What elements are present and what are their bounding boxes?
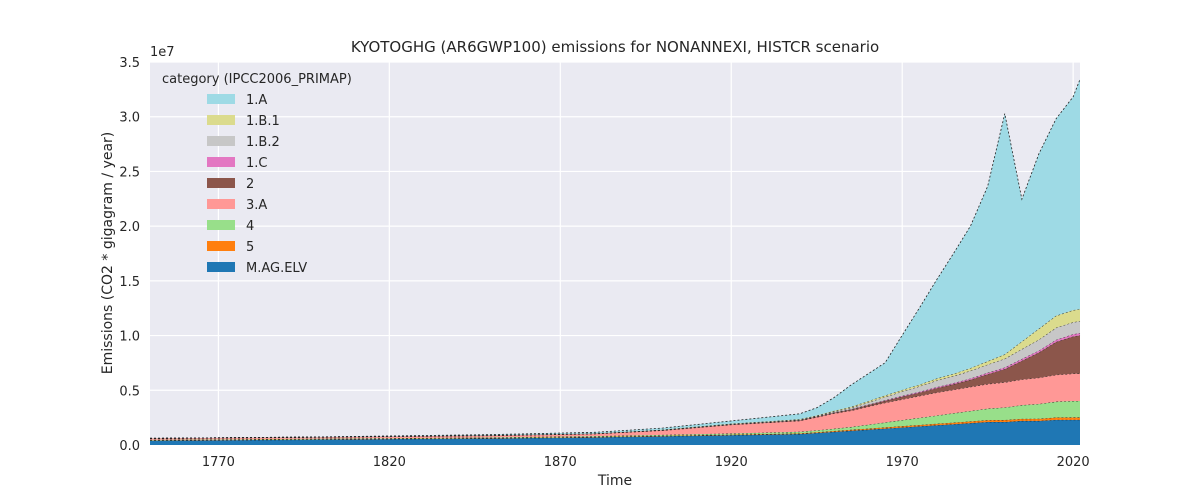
y-tick-label-2: 1.0 <box>119 330 140 345</box>
y-tick-label-6: 3.0 <box>119 111 140 126</box>
chart-title: KYOTOGHG (AR6GWP100) emissions for NONAN… <box>351 38 879 56</box>
x-tick-label-0: 1770 <box>202 455 235 470</box>
legend-swatch-1.A <box>207 94 235 104</box>
legend-swatch-3.A <box>207 199 235 209</box>
legend-label-5: 5 <box>246 240 254 255</box>
y-tick-label-0: 0.0 <box>119 439 140 454</box>
legend-swatch-5 <box>207 241 235 251</box>
legend-label-1.A: 1.A <box>246 93 267 108</box>
area-edge-M.AG.ELV <box>149 419 1080 442</box>
legend-label-3.A: 3.A <box>246 198 267 213</box>
area-M.AG.ELV <box>150 419 1080 445</box>
legend-swatch-2 <box>207 178 235 188</box>
y-axis-label: Emissions (CO2 * gigagram / year) <box>100 132 116 375</box>
x-tick-label-1: 1820 <box>373 455 406 470</box>
legend-title: category (IPCC2006_PRIMAP) <box>162 72 352 87</box>
legend-swatch-M.AG.ELV <box>207 262 235 272</box>
legend-swatch-1.B.2 <box>207 136 235 146</box>
area-3.A <box>150 373 1080 440</box>
legend-swatch-4 <box>207 220 235 230</box>
legend-label-4: 4 <box>246 219 254 234</box>
x-tick-label-3: 1920 <box>715 455 748 470</box>
area-1.B.2 <box>150 321 1080 439</box>
y-tick-labels: 0.0 0.5 1.0 1.5 2.0 2.5 3.0 3.5 <box>119 56 140 454</box>
legend-label-1.B.1: 1.B.1 <box>246 114 280 129</box>
x-tick-label-4: 1970 <box>886 455 919 470</box>
y-tick-label-3: 1.5 <box>119 275 140 290</box>
legend-label-M.AG.ELV: M.AG.ELV <box>246 261 307 276</box>
y-multiplier-label: 1e7 <box>150 45 175 60</box>
legend: category (IPCC2006_PRIMAP) 1.A 1.B.1 1.B.2… <box>162 72 352 276</box>
x-tick-label-5: 2020 <box>1057 455 1090 470</box>
area-edge-1.B.1 <box>149 308 1081 439</box>
stacked-areas <box>149 79 1081 445</box>
y-tick-label-1: 0.5 <box>119 384 140 399</box>
legend-label-1.C: 1.C <box>246 156 267 171</box>
legend-label-2: 2 <box>246 177 254 192</box>
x-tick-labels: 1770 1820 1870 1920 1970 2020 <box>202 455 1090 470</box>
y-tick-label-7: 3.5 <box>119 56 140 71</box>
area-edge-5 <box>149 417 1080 441</box>
legend-swatch-1.C <box>207 157 235 167</box>
legend-label-1.B.2: 1.B.2 <box>246 135 280 150</box>
y-tick-label-4: 2.0 <box>119 220 140 235</box>
x-axis-label: Time <box>597 473 632 489</box>
legend-swatch-1.B.1 <box>207 115 235 125</box>
x-tick-label-2: 1870 <box>544 455 577 470</box>
area-edge-1.A <box>149 79 1081 439</box>
y-tick-label-5: 2.5 <box>119 165 140 180</box>
